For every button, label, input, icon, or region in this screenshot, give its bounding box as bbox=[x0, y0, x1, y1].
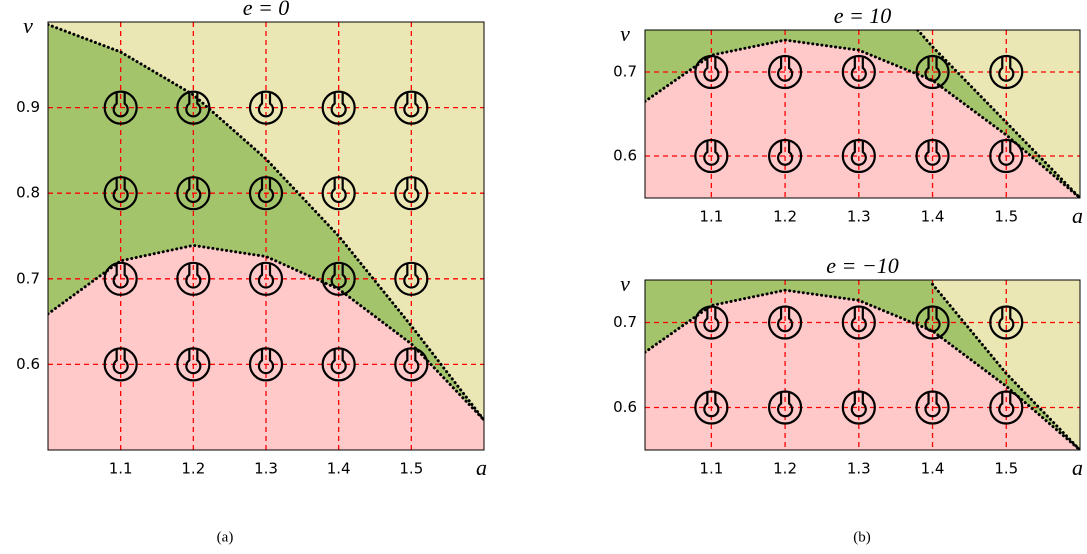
y-tick-label: 0.7 bbox=[613, 63, 637, 81]
x-axis-label: a bbox=[1072, 203, 1083, 228]
x-axis-label: a bbox=[1072, 455, 1083, 480]
x-tick-label: 1.1 bbox=[699, 208, 723, 226]
y-tick-label: 0.7 bbox=[613, 313, 637, 331]
x-tick-label: 1.2 bbox=[181, 460, 205, 478]
caption: (a) bbox=[217, 529, 234, 545]
y-tick-label: 0.6 bbox=[613, 398, 637, 416]
x-tick-label: 1.5 bbox=[994, 460, 1018, 478]
x-tick-label: 1.4 bbox=[327, 460, 351, 478]
x-tick-label: 1.1 bbox=[109, 460, 133, 478]
x-tick-label: 1.3 bbox=[847, 460, 871, 478]
x-tick-label: 1.5 bbox=[399, 460, 423, 478]
chart-title: e = −10 bbox=[826, 253, 898, 278]
y-tick-label: 0.8 bbox=[16, 184, 40, 202]
chart-title: e = 0 bbox=[243, 0, 290, 20]
x-tick-label: 1.3 bbox=[254, 460, 278, 478]
x-axis-label: a bbox=[476, 455, 487, 480]
x-tick-label: 1.1 bbox=[699, 460, 723, 478]
x-tick-label: 1.4 bbox=[921, 208, 945, 226]
plot-area bbox=[645, 30, 1080, 203]
x-tick-label: 1.2 bbox=[773, 208, 797, 226]
y-axis-label: v bbox=[23, 13, 33, 38]
caption: (b) bbox=[853, 529, 871, 545]
x-tick-label: 1.3 bbox=[847, 208, 871, 226]
y-axis-label: v bbox=[620, 21, 630, 46]
figure: (a) (b) 1.1 1.2 1.3 1.4 1.5 0.6 0.7 0.8 0.9 e = 0… bbox=[0, 0, 1087, 554]
y-tick-label: 0.9 bbox=[16, 98, 40, 116]
plot-area bbox=[48, 22, 484, 455]
x-tick-label: 1.2 bbox=[773, 460, 797, 478]
chart-title: e = 10 bbox=[834, 3, 892, 28]
plot-area bbox=[645, 280, 1080, 455]
x-tick-label: 1.4 bbox=[921, 460, 945, 478]
y-tick-label: 0.7 bbox=[16, 269, 40, 287]
y-axis-label: v bbox=[620, 271, 630, 296]
y-tick-label: 0.6 bbox=[613, 147, 637, 165]
x-tick-label: 1.5 bbox=[994, 208, 1018, 226]
y-tick-label: 0.6 bbox=[16, 355, 40, 373]
